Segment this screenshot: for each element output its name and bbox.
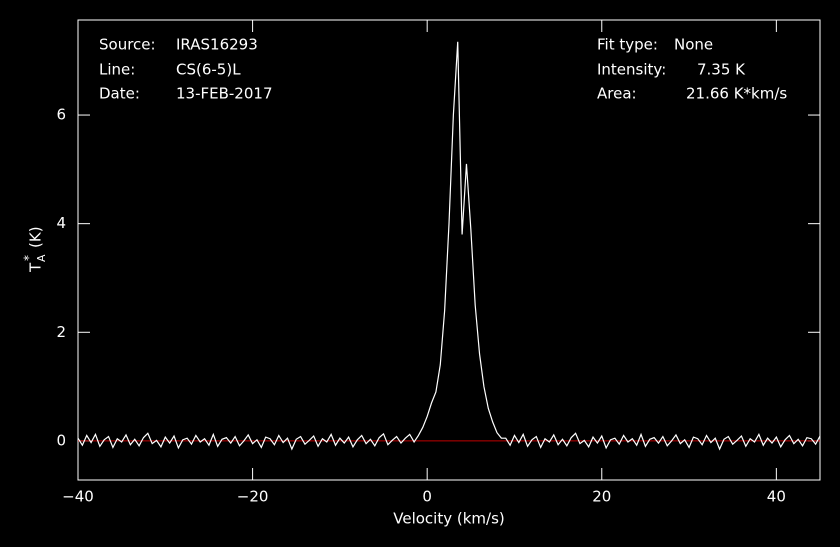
annotation-label: Area: (597, 85, 637, 103)
y-label-subscript: A (35, 254, 48, 262)
y-label-superscript: * (22, 255, 36, 261)
x-tick-label: 20 (592, 488, 611, 506)
y-tick-label: 0 (56, 431, 66, 449)
x-tick-label: −20 (237, 488, 269, 506)
spectrum-line (77, 41, 821, 451)
annotation-label: Intensity: (597, 61, 666, 79)
annotation-label: Date: (99, 85, 140, 103)
annotation-label: Fit type: (597, 36, 658, 54)
y-label-unit: (K) (27, 226, 45, 248)
annotation: 21.66 K*km/s (686, 85, 787, 103)
annotation-label: Source: (99, 36, 156, 54)
y-tick-label: 4 (56, 214, 66, 232)
annotation-label: Line: (99, 61, 135, 79)
annotation: 13-FEB-2017 (176, 85, 272, 103)
x-tick-label: 40 (767, 488, 786, 506)
annotation: IRAS16293 (176, 36, 258, 54)
annotation: 7.35 K (697, 61, 746, 79)
x-tick-label: −40 (62, 488, 94, 506)
annotation: CS(6-5)L (176, 61, 241, 79)
y-tick-label: 6 (56, 106, 66, 124)
annotation: None (674, 36, 713, 54)
x-tick-label: 0 (422, 488, 432, 506)
y-label-symbol: T (27, 262, 45, 273)
y-tick-label: 2 (56, 323, 66, 341)
plot-frame (77, 19, 821, 481)
y-axis-label: T A * (K) (22, 226, 49, 273)
x-axis-label: Velocity (km/s) (393, 510, 504, 528)
